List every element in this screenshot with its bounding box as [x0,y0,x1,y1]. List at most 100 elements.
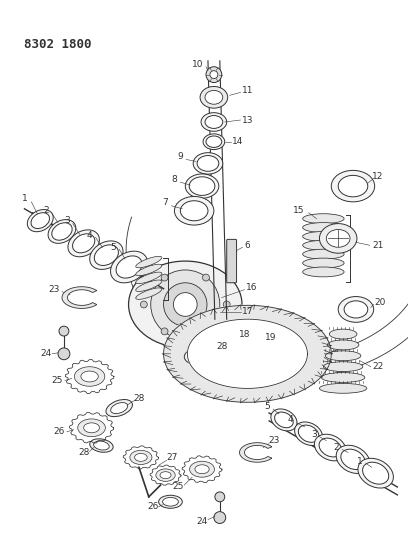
Ellipse shape [189,461,215,477]
Ellipse shape [271,409,297,431]
Text: 18: 18 [239,329,250,338]
Ellipse shape [314,434,346,461]
Ellipse shape [275,412,293,427]
Circle shape [215,492,225,502]
Ellipse shape [302,214,344,223]
Ellipse shape [319,438,342,457]
Ellipse shape [205,91,223,104]
Ellipse shape [197,156,219,171]
Ellipse shape [321,373,365,382]
Circle shape [223,301,230,308]
Ellipse shape [184,348,216,366]
Text: 15: 15 [293,206,305,215]
Ellipse shape [136,264,162,276]
Ellipse shape [81,371,98,382]
Ellipse shape [27,209,53,232]
Ellipse shape [68,230,99,257]
Text: 21: 21 [372,241,383,250]
Text: 9: 9 [178,152,183,161]
Circle shape [59,326,69,336]
Ellipse shape [326,230,350,247]
Text: 23: 23 [48,285,60,294]
Text: 24: 24 [41,349,52,358]
Text: 17: 17 [242,307,253,316]
Ellipse shape [156,469,175,481]
FancyBboxPatch shape [227,239,237,283]
Text: 10: 10 [192,60,204,69]
Ellipse shape [106,400,132,417]
Ellipse shape [203,134,225,150]
Text: 2: 2 [333,443,339,452]
Ellipse shape [94,441,109,450]
Circle shape [203,274,210,281]
Circle shape [141,301,147,308]
Ellipse shape [302,240,344,250]
Text: 4: 4 [87,231,92,240]
Ellipse shape [52,223,72,240]
Circle shape [151,270,220,339]
Ellipse shape [116,256,142,278]
Ellipse shape [298,425,319,442]
Ellipse shape [201,112,227,131]
Ellipse shape [31,213,50,229]
Ellipse shape [302,258,344,268]
Text: 5: 5 [264,401,270,410]
Circle shape [173,293,197,316]
Ellipse shape [323,362,363,372]
Ellipse shape [190,351,210,362]
Circle shape [161,274,168,281]
Ellipse shape [338,296,374,322]
Ellipse shape [319,383,367,393]
Text: 27: 27 [167,453,178,462]
Ellipse shape [136,272,162,284]
Ellipse shape [358,458,393,488]
Circle shape [210,71,218,78]
Ellipse shape [94,245,118,265]
Ellipse shape [319,223,357,253]
Ellipse shape [74,367,105,386]
Polygon shape [187,319,307,389]
Ellipse shape [163,497,178,506]
Ellipse shape [295,422,323,446]
Ellipse shape [205,116,223,128]
Text: 13: 13 [242,116,253,125]
Text: 25: 25 [51,376,63,385]
Circle shape [214,512,226,523]
Ellipse shape [129,261,242,348]
Ellipse shape [174,197,214,225]
Ellipse shape [363,462,389,484]
Text: 23: 23 [268,436,280,445]
Text: 2: 2 [44,206,49,215]
Text: 25: 25 [173,482,184,491]
Ellipse shape [302,231,344,241]
Ellipse shape [200,86,228,108]
Ellipse shape [136,280,162,292]
Ellipse shape [302,223,344,232]
Circle shape [203,328,210,335]
Ellipse shape [193,152,223,174]
Ellipse shape [344,301,368,318]
Ellipse shape [180,201,208,221]
Polygon shape [164,305,331,402]
Circle shape [164,283,207,326]
Text: 22: 22 [372,362,383,371]
Text: 4: 4 [288,415,293,424]
Text: 3: 3 [64,216,70,225]
Text: 20: 20 [374,298,385,307]
Ellipse shape [302,267,344,277]
Polygon shape [240,443,272,462]
Circle shape [58,348,70,360]
Ellipse shape [111,251,148,283]
Text: 26: 26 [53,427,65,436]
Text: 12: 12 [372,172,383,181]
Text: 16: 16 [246,283,257,292]
Ellipse shape [78,419,105,437]
Text: 14: 14 [232,137,243,146]
Ellipse shape [326,351,361,361]
Polygon shape [62,287,97,309]
Circle shape [206,67,222,83]
Ellipse shape [136,256,162,268]
Text: 8302 1800: 8302 1800 [25,38,92,51]
Ellipse shape [336,445,370,473]
Text: 3: 3 [312,430,317,439]
